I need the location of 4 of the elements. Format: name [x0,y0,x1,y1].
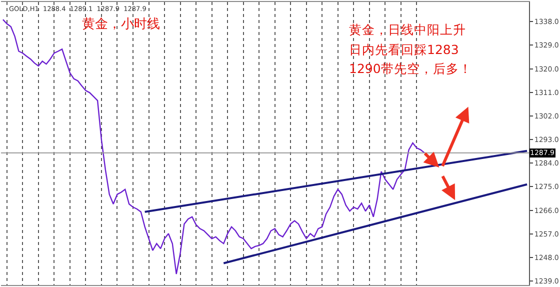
annotation: 1290带先空，后多！ [349,61,472,76]
annotation: 日内先看回踩1283 [349,42,459,57]
annotation: 黄金，日线中阳上升 [349,22,466,37]
text: 黄金，小时线 [82,17,160,32]
